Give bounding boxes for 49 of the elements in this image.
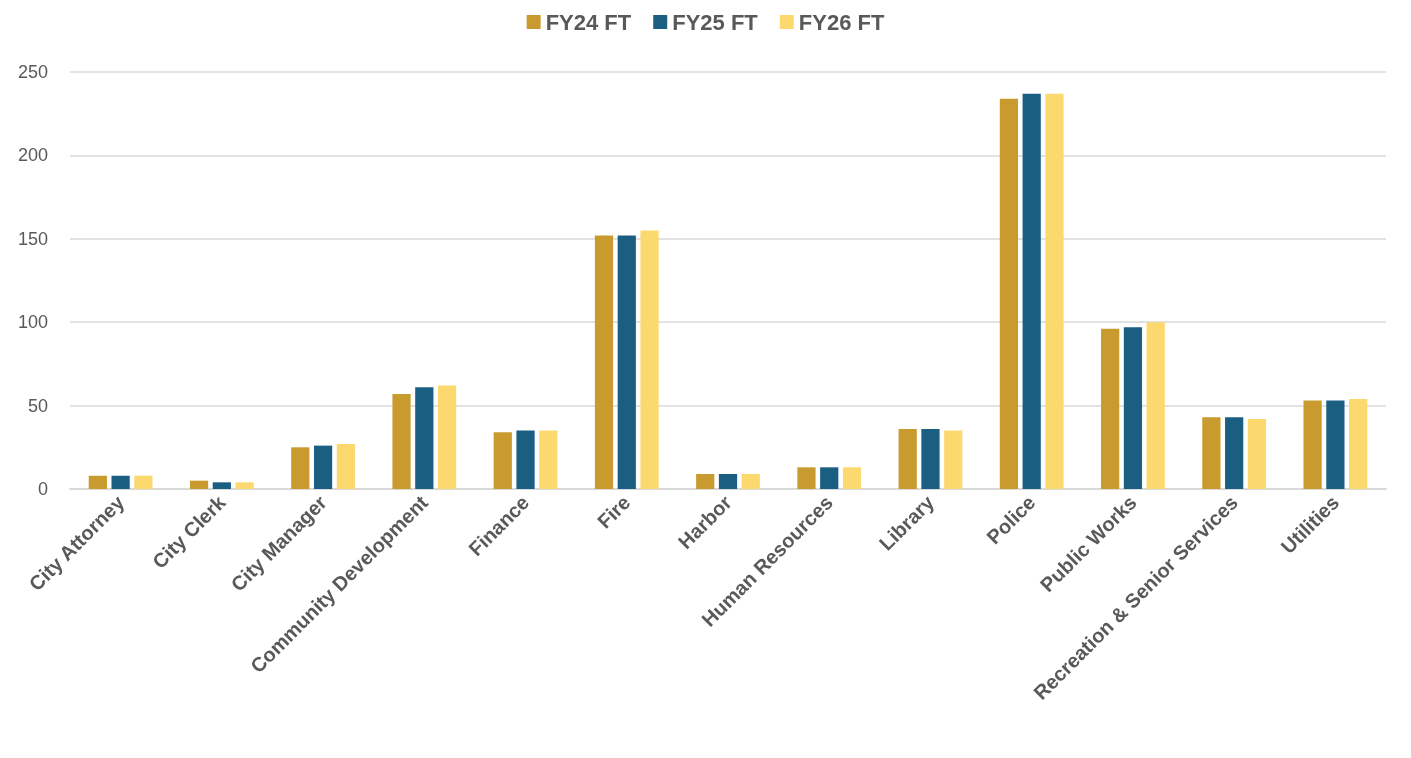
bar: [539, 430, 558, 489]
legend-label: FY25 FT: [672, 9, 759, 35]
bar: [189, 480, 209, 489]
bar: [493, 432, 512, 489]
bar: [594, 235, 614, 489]
bar: [415, 387, 434, 489]
bar: [718, 473, 738, 489]
bar: [1022, 93, 1041, 489]
bar: [617, 235, 636, 489]
legend-label: FY24 FT: [545, 9, 632, 35]
bar: [134, 475, 153, 489]
bar: [1247, 418, 1267, 489]
bar: [291, 447, 310, 489]
y-tick-label: 50: [27, 395, 48, 416]
bar: [944, 430, 963, 489]
bar: [1123, 327, 1143, 489]
y-tick-label: 200: [17, 145, 48, 166]
bar: [1326, 400, 1345, 489]
bar: [437, 385, 457, 489]
y-tick-label: 0: [37, 479, 48, 499]
bar: [313, 445, 333, 489]
bar: [640, 230, 659, 489]
bar: [696, 473, 715, 489]
bar: [999, 98, 1019, 489]
bar: [921, 428, 940, 489]
bar: [741, 473, 760, 489]
bar: [1349, 398, 1368, 489]
bar: [392, 393, 411, 489]
bar: [898, 428, 917, 489]
legend-label: FY26 FT: [798, 9, 885, 35]
y-tick-label: 100: [17, 312, 48, 333]
bar: [88, 475, 107, 489]
y-tick-label: 150: [17, 228, 48, 249]
bar: [336, 443, 355, 489]
bar: [1225, 417, 1244, 489]
bar: [1202, 417, 1221, 489]
bar: [1303, 400, 1322, 489]
y-tick-label: 250: [17, 62, 48, 82]
bar: [1146, 322, 1165, 489]
bar: [820, 467, 839, 489]
bar: [516, 430, 535, 489]
bar: [797, 467, 816, 489]
bar: [842, 467, 862, 489]
bar: [1101, 328, 1120, 489]
bar: [212, 482, 231, 489]
bar: [235, 482, 254, 489]
x-tick-label: Fire: [593, 491, 635, 533]
bar: [111, 475, 130, 489]
bar: [1045, 93, 1064, 489]
